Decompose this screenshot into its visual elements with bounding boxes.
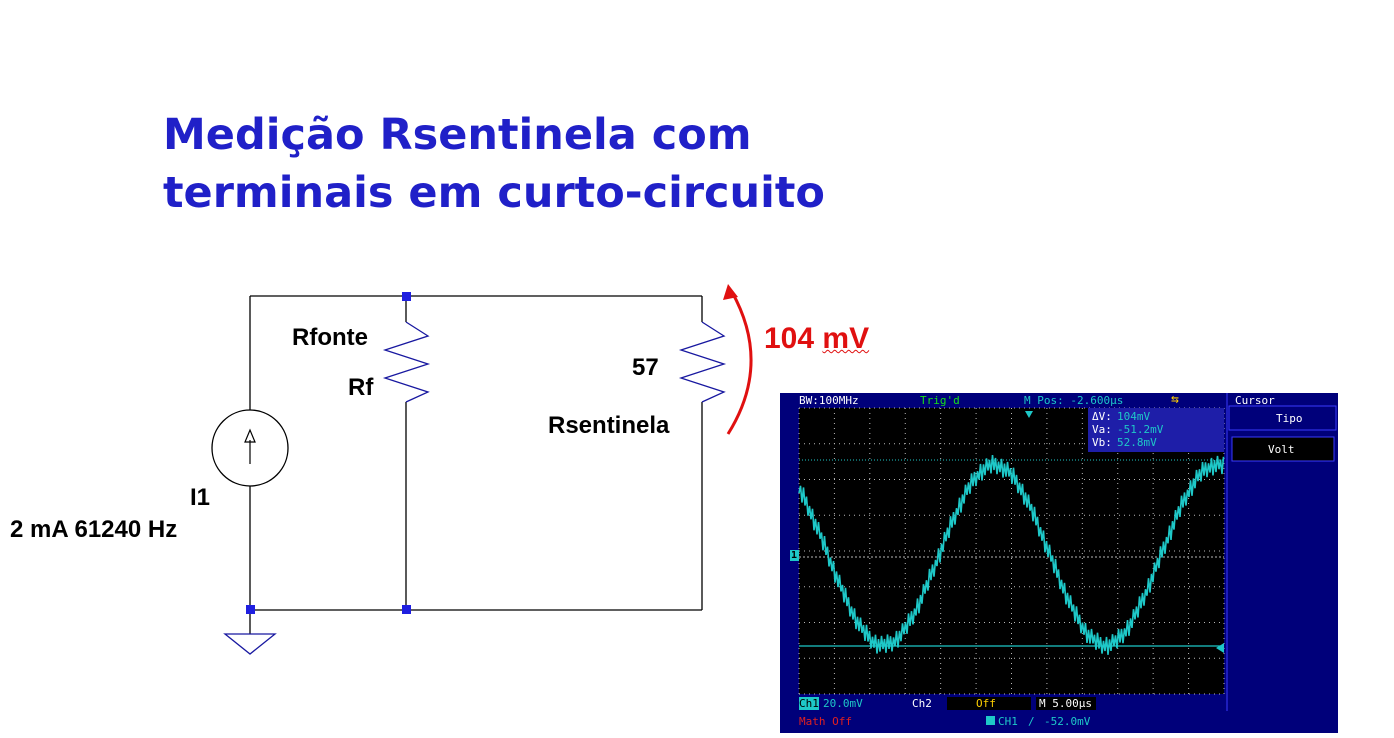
title-line-2: terminais em curto-circuito xyxy=(163,168,825,218)
trigger-slope-icon: / xyxy=(1028,715,1035,728)
title-line-1: Medição Rsentinela com xyxy=(163,110,752,160)
channel-marker-box xyxy=(790,550,799,561)
ground-icon xyxy=(223,633,277,655)
menu-volt-value[interactable]: Volt xyxy=(1268,443,1295,456)
vb-value: 52.8mV xyxy=(1117,436,1157,449)
math-status: Math Off xyxy=(799,715,852,728)
measured-unit: mV xyxy=(822,322,870,355)
current-arrow-icon xyxy=(244,428,256,464)
voltage-arrow xyxy=(726,291,753,435)
voltage-arrow-head-icon xyxy=(723,284,738,300)
circuit-nodes xyxy=(246,292,411,614)
rfonte-label: Rfonte xyxy=(292,324,368,351)
menu-title: Cursor xyxy=(1235,394,1275,407)
trigger-level-icon xyxy=(1216,643,1224,653)
resistor-rsentinela xyxy=(678,321,727,403)
ch1-label: Ch1 xyxy=(799,697,819,710)
ch2-status: Off xyxy=(976,697,996,710)
timebase-box xyxy=(1036,697,1096,710)
trigger-source: CH1 xyxy=(998,715,1018,728)
delta-v-label: ΔV: xyxy=(1092,410,1112,423)
vb-label: Vb: xyxy=(1092,436,1112,449)
ch1-scale: 20.0mV xyxy=(823,697,863,710)
source-value: 2 mA 61240 Hz xyxy=(10,516,178,543)
resistor-rf xyxy=(382,321,431,403)
cursor-readout-box xyxy=(1088,408,1224,452)
slide-title: Medição Rsentinela com terminais em curt… xyxy=(163,106,825,222)
wires xyxy=(249,295,703,634)
usb-icon: ⇆ xyxy=(1171,393,1179,407)
trigger-position-icon xyxy=(1025,411,1033,418)
scope-grid xyxy=(798,407,1225,695)
current-source-symbol xyxy=(211,409,289,487)
channel-marker: 1 xyxy=(791,550,798,561)
menu-tipo-label[interactable]: Tipo xyxy=(1276,412,1303,425)
measured-voltage: 104 mV xyxy=(764,322,869,356)
timebase: M 5.00µs xyxy=(1039,697,1092,710)
trigger-status: Trig'd xyxy=(920,394,960,407)
bandwidth-label: BW:100MHz xyxy=(799,394,859,407)
scope-graphics xyxy=(780,393,1338,733)
va-label: Va: xyxy=(1092,423,1112,436)
va-value: -51.2mV xyxy=(1117,423,1164,436)
ch2-label: Ch2 xyxy=(912,697,932,710)
measured-value: 104 xyxy=(764,322,815,355)
ch1-label-box xyxy=(799,697,819,710)
rsentinela-value: 57 xyxy=(632,354,659,381)
oscilloscope-screen: BW:100MHz Trig'd M Pos: -2.600µs ⇆ Curso… xyxy=(780,393,1338,733)
rf-label: Rf xyxy=(348,374,374,401)
mpos-label: M Pos: -2.600µs xyxy=(1024,394,1124,407)
ch1-waveform xyxy=(798,455,1225,655)
ch2-box xyxy=(947,697,1031,710)
trigger-source-icon xyxy=(986,716,995,725)
trigger-level: -52.0mV xyxy=(1044,715,1091,728)
rsentinela-label: Rsentinela xyxy=(548,412,670,439)
delta-v-value: 104mV xyxy=(1117,410,1151,423)
source-name: I1 xyxy=(190,484,211,511)
